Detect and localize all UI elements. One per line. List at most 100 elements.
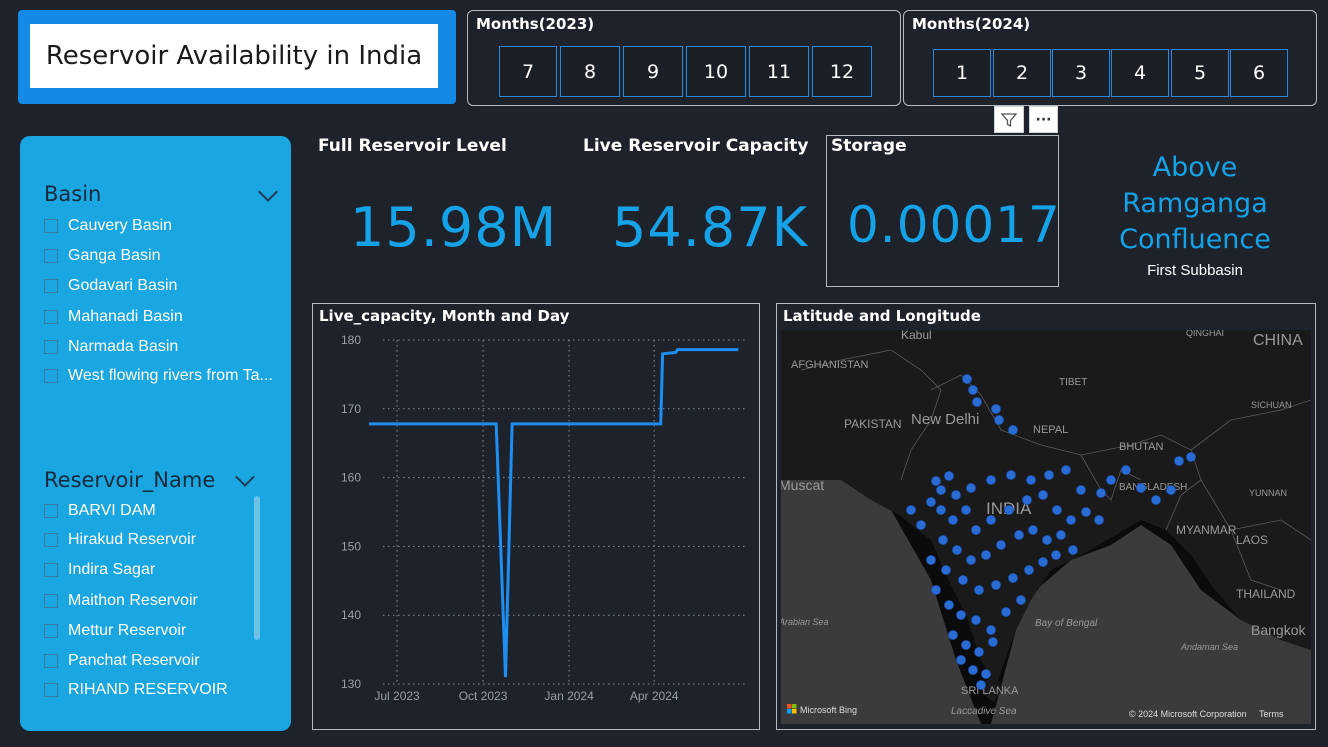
reservoir-map-marker[interactable] (948, 630, 958, 640)
basin-option[interactable]: Cauvery Basin (44, 215, 172, 237)
reservoir-option[interactable]: Panchat Reservoir (44, 650, 200, 672)
checkbox[interactable] (44, 310, 58, 324)
month-2024-button-1[interactable]: 1 (933, 49, 991, 97)
reservoir-map-marker[interactable] (944, 471, 954, 481)
reservoir-map-marker[interactable] (952, 545, 962, 555)
reservoir-map-marker[interactable] (956, 655, 966, 665)
month-2024-button-4[interactable]: 4 (1111, 49, 1169, 97)
checkbox[interactable] (44, 340, 58, 354)
reservoir-map-marker[interactable] (972, 397, 982, 407)
map-terms-link[interactable]: Terms (1259, 709, 1284, 719)
basin-option[interactable]: Narmada Basin (44, 336, 178, 358)
reservoir-option[interactable]: BARVI DAM (44, 500, 156, 522)
reservoir-map-marker[interactable] (936, 505, 946, 515)
reservoir-map-marker[interactable] (976, 680, 986, 690)
reservoir-map-marker[interactable] (941, 565, 951, 575)
reservoir-map-marker[interactable] (1006, 470, 1016, 480)
reservoir-map-marker[interactable] (958, 575, 968, 585)
reservoir-map-marker[interactable] (1038, 557, 1048, 567)
more-options-icon[interactable]: ··· (1029, 106, 1058, 133)
reservoir-map-marker[interactable] (968, 665, 978, 675)
checkbox[interactable] (44, 594, 58, 608)
reservoir-map-marker[interactable] (981, 550, 991, 560)
reservoir-map-marker[interactable] (1008, 573, 1018, 583)
checkbox[interactable] (44, 219, 58, 233)
reservoir-map-marker[interactable] (1026, 475, 1036, 485)
month-2024-button-3[interactable]: 3 (1052, 49, 1110, 97)
checkbox[interactable] (44, 683, 58, 697)
reservoir-option[interactable]: RIHAND RESERVOIR (44, 679, 228, 701)
reservoir-scrollbar[interactable] (254, 496, 260, 640)
basin-option[interactable]: Ganga Basin (44, 245, 161, 267)
reservoir-map-marker[interactable] (1024, 565, 1034, 575)
reservoir-map-marker[interactable] (1186, 452, 1196, 462)
reservoir-map-marker[interactable] (968, 385, 978, 395)
reservoir-map-marker[interactable] (994, 415, 1004, 425)
reservoir-map-marker[interactable] (986, 475, 996, 485)
month-2024-button-6[interactable]: 6 (1230, 49, 1288, 97)
reservoir-map-marker[interactable] (931, 585, 941, 595)
reservoir-map-marker[interactable] (986, 625, 996, 635)
checkbox[interactable] (44, 563, 58, 577)
reservoir-map-marker[interactable] (986, 515, 996, 525)
reservoir-option[interactable]: Mettur Reservoir (44, 620, 186, 642)
reservoir-map-marker[interactable] (951, 490, 961, 500)
reservoir-map-marker[interactable] (1106, 475, 1116, 485)
reservoir-map-marker[interactable] (1042, 535, 1052, 545)
reservoir-map-marker[interactable] (1056, 530, 1066, 540)
reservoir-map-marker[interactable] (1022, 495, 1032, 505)
reservoir-map-marker[interactable] (1016, 595, 1026, 605)
reservoir-chevron-down-icon[interactable] (235, 467, 255, 487)
reservoir-map-marker[interactable] (1174, 456, 1184, 466)
reservoir-map-marker[interactable] (961, 640, 971, 650)
reservoir-map-marker[interactable] (962, 374, 972, 384)
basin-option[interactable]: West flowing rivers from Ta... (44, 365, 273, 387)
reservoir-map-marker[interactable] (926, 555, 936, 565)
reservoir-map-marker[interactable] (926, 497, 936, 507)
reservoir-map-marker[interactable] (1014, 530, 1024, 540)
reservoir-map-marker[interactable] (1028, 525, 1038, 535)
month-2023-button-10[interactable]: 10 (686, 46, 746, 97)
reservoir-map-marker[interactable] (1081, 507, 1091, 517)
reservoir-map-marker[interactable] (936, 485, 946, 495)
reservoir-map-marker[interactable] (1008, 425, 1018, 435)
checkbox[interactable] (44, 249, 58, 263)
reservoir-map-marker[interactable] (1121, 465, 1131, 475)
reservoir-option[interactable]: Indira Sagar (44, 559, 155, 581)
reservoir-map-marker[interactable] (966, 555, 976, 565)
month-2023-button-11[interactable]: 11 (749, 46, 809, 97)
reservoir-map-marker[interactable] (1004, 505, 1014, 515)
reservoir-map-marker[interactable] (1066, 515, 1076, 525)
month-2023-button-8[interactable]: 8 (560, 46, 620, 97)
reservoir-map-marker[interactable] (956, 610, 966, 620)
reservoir-map-marker[interactable] (1051, 550, 1061, 560)
reservoir-map-marker[interactable] (981, 669, 991, 679)
reservoir-map-marker[interactable] (1068, 545, 1078, 555)
reservoir-map-marker[interactable] (971, 615, 981, 625)
reservoir-option[interactable]: Hirakud Reservoir (44, 529, 196, 551)
reservoir-map-marker[interactable] (1076, 485, 1086, 495)
checkbox[interactable] (44, 504, 58, 518)
month-2023-button-7[interactable]: 7 (499, 46, 557, 97)
reservoir-map-marker[interactable] (906, 505, 916, 515)
reservoir-map-marker[interactable] (988, 637, 998, 647)
reservoir-map-marker[interactable] (974, 585, 984, 595)
checkbox[interactable] (44, 533, 58, 547)
reservoir-map-marker[interactable] (1061, 465, 1071, 475)
reservoir-map-marker[interactable] (1001, 607, 1011, 617)
reservoir-map-marker[interactable] (966, 483, 976, 493)
reservoir-map-marker[interactable] (971, 525, 981, 535)
reservoir-map-marker[interactable] (1038, 490, 1048, 500)
reservoir-map-marker[interactable] (1094, 515, 1104, 525)
month-2023-button-9[interactable]: 9 (623, 46, 683, 97)
basin-chevron-down-icon[interactable] (258, 182, 278, 202)
reservoir-map-marker[interactable] (974, 647, 984, 657)
basin-option[interactable]: Mahanadi Basin (44, 306, 183, 328)
month-2024-button-5[interactable]: 5 (1171, 49, 1229, 97)
reservoir-map-marker[interactable] (1044, 470, 1054, 480)
month-2024-button-2[interactable]: 2 (993, 49, 1051, 97)
checkbox[interactable] (44, 654, 58, 668)
checkbox[interactable] (44, 369, 58, 383)
reservoir-map-marker[interactable] (948, 515, 958, 525)
reservoir-map-marker[interactable] (991, 580, 1001, 590)
